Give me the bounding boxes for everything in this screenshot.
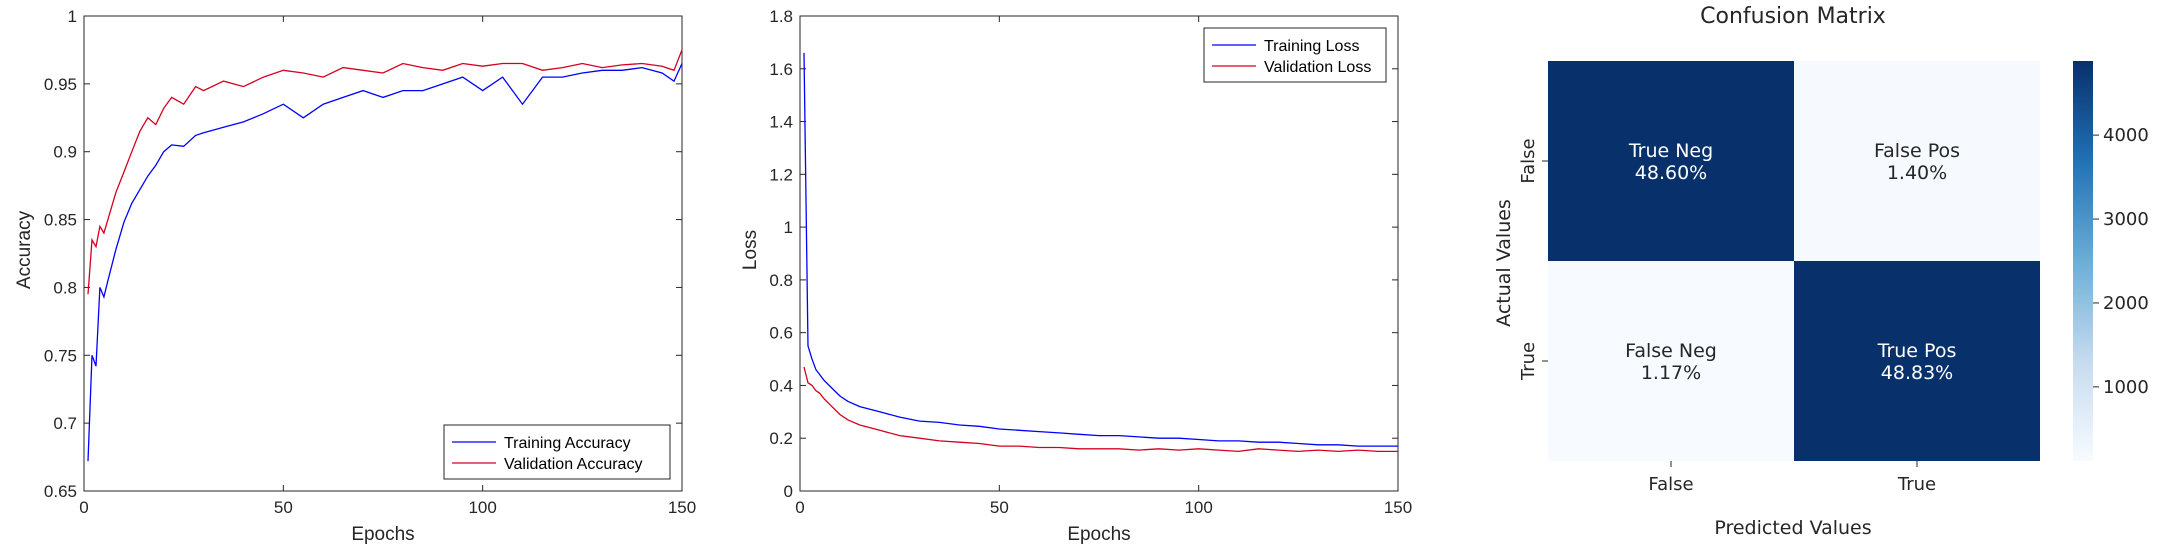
legend-box <box>443 424 671 480</box>
loss-ylabel: Loss <box>740 230 761 270</box>
y-tick-label: 1.2 <box>769 165 793 184</box>
cm-ylabel: Actual Values <box>1493 199 1515 327</box>
cm-cell-percent: 1.40% <box>1887 162 1947 184</box>
loss-xlabel: Epochs <box>1067 524 1130 545</box>
x-tick-label: 150 <box>668 498 696 517</box>
cm-cell-percent: 48.60% <box>1635 162 1707 184</box>
cm-cell-percent: 48.83% <box>1881 362 1953 384</box>
legend-label: Training Accuracy <box>504 435 631 452</box>
y-tick-label: 1 <box>784 218 793 237</box>
y-tick-label: 0.2 <box>769 429 793 448</box>
legend-label: Training Loss <box>1264 38 1359 55</box>
y-tick-label: 0.8 <box>769 271 793 290</box>
cm-cell-label: True Neg <box>1628 140 1713 162</box>
y-tick-label: 1.4 <box>769 113 793 132</box>
cm-y-tick-label: True <box>1518 342 1539 381</box>
y-tick-label: 1 <box>68 7 77 26</box>
loss-chart: Epochs Loss 0 50 100 150 0 0.2 0.4 0.6 0.8 1 1.2 1.… <box>740 7 1412 545</box>
cm-cell <box>1548 61 1794 261</box>
legend-box <box>1203 27 1387 83</box>
y-tick-label: 0.75 <box>44 346 77 365</box>
y-tick-label: 0.7 <box>53 414 77 433</box>
colorbar <box>2073 61 2093 461</box>
accuracy-ylabel: Accuracy <box>14 210 35 289</box>
x-tick-label: 100 <box>468 498 496 517</box>
cm-cell <box>1548 261 1794 461</box>
colorbar-tick-label: 1000 <box>2103 377 2149 398</box>
cm-cell-label: True Pos <box>1877 340 1957 362</box>
x-tick-label: 0 <box>79 498 88 517</box>
y-tick-label: 0.6 <box>769 324 793 343</box>
x-tick-label: 100 <box>1184 498 1212 517</box>
y-tick-label: 0.4 <box>769 376 793 395</box>
series-line-0 <box>803 52 1398 447</box>
series-line-0 <box>87 63 683 462</box>
legend-label: Validation Accuracy <box>504 456 642 473</box>
accuracy-chart: Epochs Accuracy 0 50 100 150 0.65 0.7 0.75 0.8 0… <box>14 7 696 545</box>
cm-cell-label: False Neg <box>1625 340 1717 362</box>
cm-cell <box>1794 261 2040 461</box>
y-tick-label: 0.8 <box>53 278 77 297</box>
colorbar-tick-label: 2000 <box>2103 293 2149 314</box>
confusion-matrix-title: Confusion Matrix <box>1700 4 1886 29</box>
cm-cell-label: False Pos <box>1874 140 1960 162</box>
y-tick-label: 0.95 <box>44 75 77 94</box>
y-tick-label: 0.9 <box>53 143 77 162</box>
plot-frame <box>83 15 683 492</box>
colorbar-tick-label: 3000 <box>2103 209 2149 230</box>
cm-cell-percent: 1.17% <box>1641 362 1701 384</box>
confusion-matrix-chart: Confusion Matrix Predicted Values Actual… <box>1493 4 2149 539</box>
legend: Training Loss Validation Loss <box>1203 27 1387 83</box>
accuracy-xlabel: Epochs <box>351 524 414 545</box>
y-tick-label: 1.8 <box>769 7 793 26</box>
legend-label: Validation Loss <box>1264 59 1371 76</box>
colorbar-tick-label: 4000 <box>2103 125 2149 146</box>
x-tick-label: 50 <box>990 498 1009 517</box>
legend: Training Accuracy Validation Accuracy <box>443 424 671 480</box>
y-tick-label: 0 <box>784 482 793 501</box>
y-tick-label: 1.6 <box>769 60 793 79</box>
y-tick-label: 0.85 <box>44 211 77 230</box>
cm-x-tick-label: False <box>1648 474 1693 495</box>
x-tick-label: 50 <box>274 498 293 517</box>
cm-x-tick-label: True <box>1897 474 1936 495</box>
y-tick-label: 0.65 <box>44 482 77 501</box>
x-tick-label: 0 <box>795 498 804 517</box>
series-line-1 <box>87 49 683 295</box>
plot-frame <box>799 15 1399 492</box>
cm-y-tick-label: False <box>1518 138 1539 183</box>
series-line-1 <box>803 366 1398 453</box>
cm-xlabel: Predicted Values <box>1714 517 1871 539</box>
cm-cell <box>1794 61 2040 261</box>
x-tick-label: 150 <box>1384 498 1412 517</box>
